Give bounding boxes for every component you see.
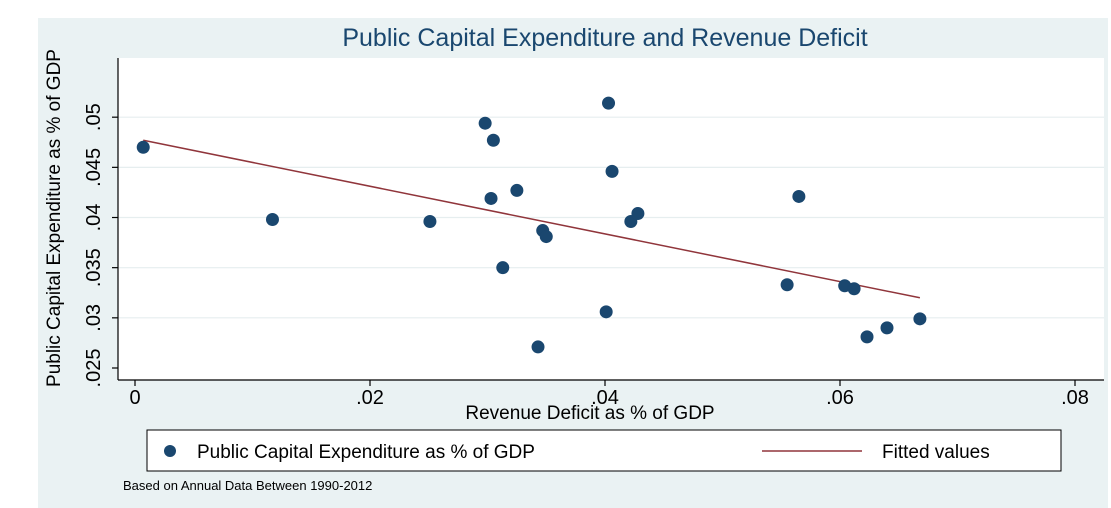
data-point (605, 164, 619, 178)
fitted-line (143, 139, 921, 299)
data-point (539, 230, 553, 244)
legend-box (146, 429, 1062, 472)
x-tick-label: .06 (826, 387, 854, 409)
data-point (847, 282, 861, 296)
data-point (486, 133, 500, 147)
data-point (631, 206, 645, 220)
y-tick-label: .025 (83, 349, 105, 388)
data-point (780, 278, 794, 292)
y-tick-label: .045 (83, 148, 105, 187)
x-axis-ticks: 0 .02 .04 .06 .08 (129, 380, 1089, 409)
data-point (423, 215, 437, 229)
data-point (265, 213, 279, 227)
fitted-line-group (143, 139, 921, 299)
y-tick-label: .05 (83, 103, 105, 131)
chart-title: Public Capital Expenditure and Revenue D… (342, 24, 867, 52)
legend-marker-scatter (164, 445, 176, 457)
plot-area (118, 58, 1104, 380)
y-tick-label: .04 (83, 204, 105, 232)
data-point (599, 305, 613, 319)
chart-note: Based on Annual Data Between 1990-2012 (123, 478, 372, 493)
data-point (484, 191, 498, 205)
y-axis-title: Public Capital Expenditure as % of GDP (44, 49, 65, 387)
x-tick-label: .04 (591, 387, 619, 409)
y-axis-ticks: .025 .03 .035 .04 .045 .05 (83, 103, 118, 387)
data-point (913, 312, 927, 326)
x-tick-label: 0 (129, 387, 140, 409)
data-point (860, 330, 874, 344)
legend-label-fitted: Fitted values (882, 442, 990, 463)
data-point (531, 340, 545, 354)
legend-label-scatter: Public Capital Expenditure as % of GDP (197, 442, 535, 463)
data-point (602, 96, 616, 110)
data-point (496, 261, 510, 275)
data-point (136, 140, 150, 154)
x-tick-label: .08 (1061, 387, 1089, 409)
y-tick-label: .035 (83, 248, 105, 287)
y-tick-label: .03 (83, 304, 105, 332)
data-point (792, 189, 806, 203)
data-point (510, 183, 524, 197)
grid-lines (118, 116, 1104, 319)
x-axis-title: Revenue Deficit as % of GDP (465, 403, 714, 424)
data-point (478, 116, 492, 130)
scatter-points (136, 96, 927, 354)
data-point (880, 321, 894, 335)
x-tick-label: .02 (356, 387, 384, 409)
